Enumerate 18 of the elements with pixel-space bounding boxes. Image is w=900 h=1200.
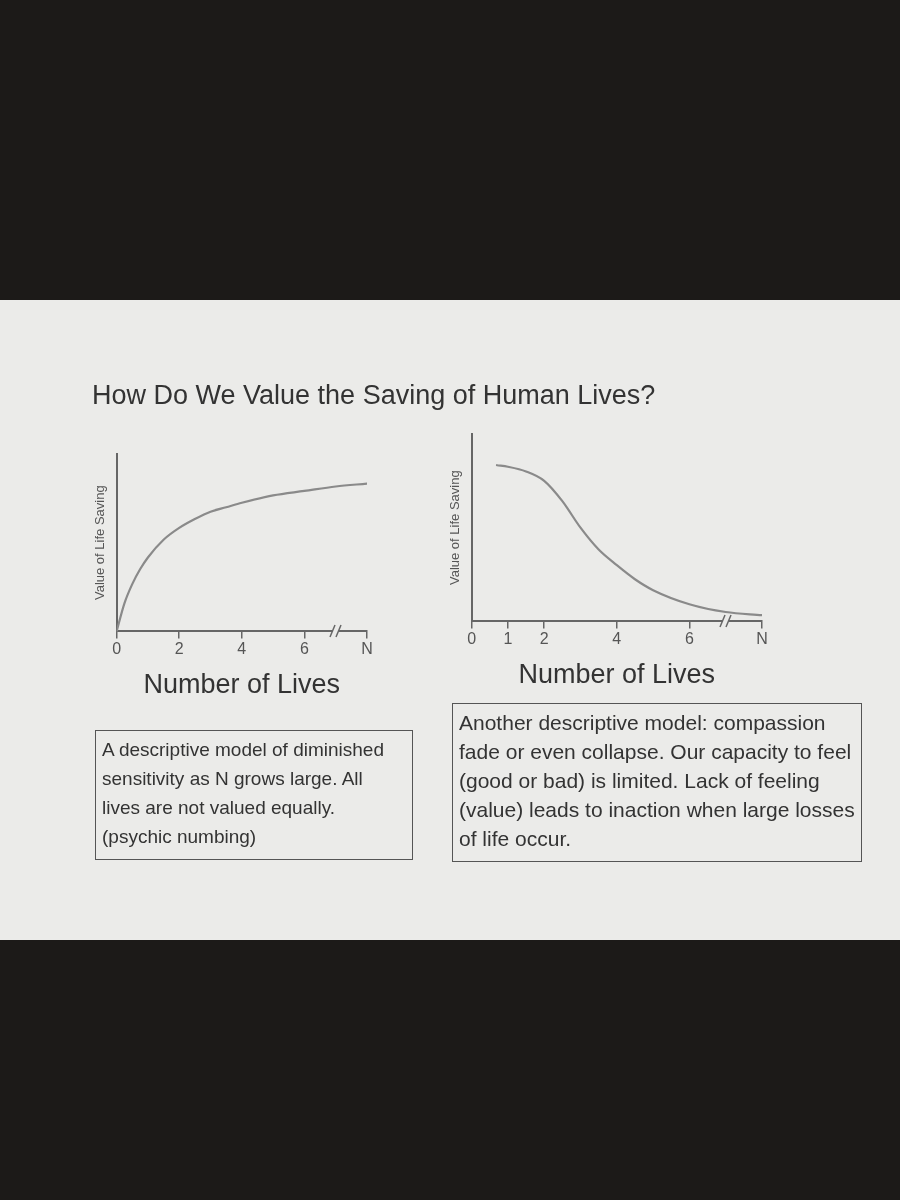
x-tick-label: 2 — [539, 630, 549, 648]
text: Another descriptive model: compassion fade or even collapse. Our capacity to feel (good or bad) is limited. Lack of feeling (value) leads to inaction when large losses of life occur. — [452, 703, 862, 862]
x-tick-label: 1 — [503, 630, 513, 648]
x-axis-title: Number of Lives — [143, 669, 341, 700]
text: A descriptive model of diminished sensitivity as N grows large. All lives are not valued equally. (psychic numbing) — [95, 730, 413, 860]
y-axis-title: Value of Life Saving — [447, 470, 463, 586]
x-axis-title: Number of Lives — [518, 659, 716, 690]
x-tick-label: N — [361, 640, 373, 658]
chart-title: How Do We Value the Saving of Human Lives? — [92, 380, 656, 411]
x-tick-label: 0 — [112, 640, 122, 658]
x-tick-label: 2 — [174, 640, 184, 658]
x-tick-label: 0 — [467, 630, 477, 648]
x-tick-label: N — [756, 630, 768, 648]
x-tick-label: 6 — [684, 630, 694, 648]
x-tick-label: 6 — [299, 640, 309, 658]
y-axis-title: Value of Life Saving — [92, 485, 108, 601]
x-tick-label: 4 — [612, 630, 622, 648]
x-tick-label: 4 — [237, 640, 247, 658]
